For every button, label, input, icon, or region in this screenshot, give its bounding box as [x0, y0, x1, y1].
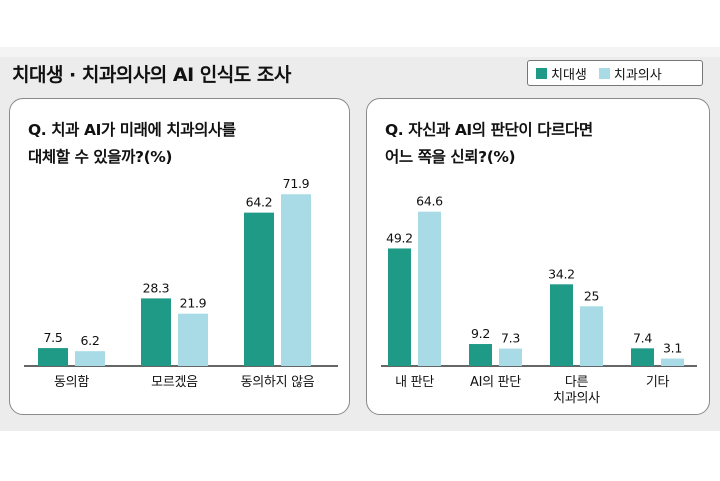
- chart-card-trust: Q. 자신과 AI의 판단이 다르다면 어느 쪽을 신뢰?(%) 49.2 64.…: [366, 98, 710, 415]
- legend: 치대생 치과의사: [527, 60, 703, 86]
- data-label: 7.5: [44, 330, 63, 345]
- legend-item-dentists: 치과의사: [598, 64, 662, 83]
- data-label: 9.2: [471, 326, 490, 341]
- bar: [75, 351, 105, 366]
- legend-label-dentists: 치과의사: [613, 67, 662, 83]
- bar: [244, 212, 274, 366]
- data-label: 6.2: [81, 333, 100, 348]
- bar: [631, 348, 654, 366]
- data-label: 49.2: [386, 230, 413, 245]
- data-label: 3.1: [663, 341, 682, 356]
- bar: [38, 348, 68, 366]
- bar: [469, 344, 492, 366]
- chart-title: Q. 치과 AI가 미래에 치과의사를 대체할 수 있을까?(%): [28, 121, 236, 166]
- bar: [281, 194, 311, 366]
- bar: [388, 248, 411, 366]
- legend-item-students: 치대생: [536, 64, 587, 83]
- legend-swatch-dentists: [598, 67, 610, 79]
- chart-card-replacement: Q. 치과 AI가 미래에 치과의사를 대체할 수 있을까?(%) 7.5 6.2…: [9, 98, 350, 415]
- data-label: 7.4: [633, 330, 652, 345]
- category-label: 기타: [646, 375, 670, 390]
- category-label: 모르겠음: [151, 375, 198, 390]
- legend-swatch-students: [536, 67, 547, 79]
- category-label: 치과의사: [553, 391, 600, 406]
- data-label: 64.2: [246, 195, 273, 210]
- data-label: 64.6: [416, 194, 443, 209]
- category-label: 내 판단: [395, 375, 434, 390]
- header-band: [0, 47, 720, 57]
- data-label: 28.3: [143, 280, 170, 295]
- bar: [141, 298, 171, 366]
- bar: [580, 306, 603, 366]
- page-title: 치대생 · 치과의사의 AI 인식도 조사: [12, 64, 291, 86]
- data-label: 71.9: [283, 176, 310, 191]
- chart-title: Q. 자신과 AI의 판단이 다르다면 어느 쪽을 신뢰?(%): [385, 121, 593, 166]
- bar: [499, 348, 522, 366]
- data-label: 21.9: [180, 296, 207, 311]
- bar: [178, 313, 208, 366]
- bar-chart-replacement: 7.5 6.2 동의함 28.3 21.9 모르겠음 64.2 71.9 동의하지 않음: [24, 176, 338, 390]
- bar: [418, 211, 441, 366]
- data-label: 34.2: [548, 266, 575, 281]
- legend-label-students: 치대생: [551, 67, 587, 83]
- category-label: 동의하지 않음: [241, 375, 315, 390]
- data-label: 25: [584, 288, 599, 303]
- category-label: AI의 판단: [470, 375, 521, 390]
- bar: [550, 284, 573, 366]
- category-label: 다른: [565, 375, 589, 390]
- data-label: 7.3: [501, 331, 520, 346]
- category-label: 동의함: [54, 375, 89, 390]
- bar: [661, 358, 684, 366]
